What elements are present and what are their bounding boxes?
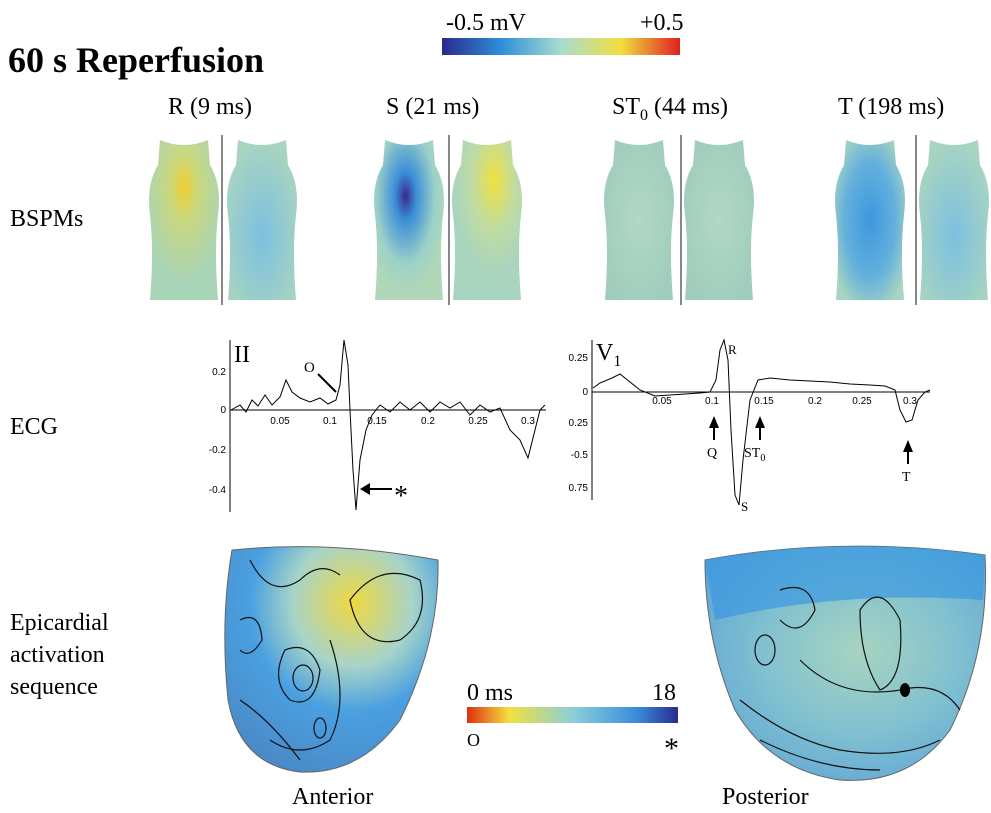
y-tick-label: -0.5 <box>571 450 589 461</box>
x-tick-label: 0.3 <box>521 416 535 427</box>
anterior-heart <box>225 547 438 772</box>
row-label: sequence <box>10 674 98 700</box>
ecg-ii: II O * 0.2 0 -0.2 -0.4 0.05 0.1 0.15 0.2… <box>209 340 546 512</box>
x-tick-label: 0.25 <box>852 396 872 407</box>
y-tick-label: 0 <box>582 387 588 398</box>
y-tick-label: 0 <box>220 405 226 416</box>
y-tick-label: 0.2 <box>212 367 226 378</box>
scale-max: 18 <box>652 680 676 706</box>
x-tick-label: 0.05 <box>270 416 290 427</box>
y-tick-label: 0.25 <box>569 418 589 429</box>
wave-label: S <box>741 499 748 514</box>
activation-colorbar <box>467 707 678 723</box>
bspm-maps <box>149 135 989 305</box>
wave-label: Q <box>707 446 717 461</box>
x-tick-label: 0.15 <box>754 396 774 407</box>
column-header: R (9 ms) <box>168 94 252 120</box>
wave-label: R <box>728 342 737 357</box>
row-label: ECG <box>10 414 58 440</box>
posterior-heart <box>705 546 986 780</box>
x-tick-label: 0.1 <box>705 396 719 407</box>
column-header: ST0 (44 ms) <box>612 94 728 124</box>
marker-label: * <box>394 481 408 512</box>
view-label: Anterior <box>292 784 373 810</box>
title: 60 s Reperfusion <box>8 40 264 80</box>
x-tick-label: 0.05 <box>652 396 672 407</box>
row-label: BSPMs <box>10 206 83 232</box>
potential-colorbar <box>442 38 680 55</box>
lead-label: II <box>234 342 250 368</box>
y-tick-label: 0.25 <box>569 353 589 364</box>
onset-label: O <box>304 360 315 376</box>
figure: 60 s Reperfusion -0.5 mV +0.5 R (9 ms) S… <box>0 0 991 813</box>
x-tick-label: 0.3 <box>903 396 917 407</box>
scale-min: -0.5 mV <box>446 10 527 36</box>
ecg-v1: V1 R S Q ST0 T 0.25 0 0.25 -0.5 0.75 0.0… <box>569 340 930 514</box>
y-tick-label: -0.4 <box>209 485 227 496</box>
scale-marker: * <box>664 732 679 765</box>
x-tick-label: 0.2 <box>421 416 435 427</box>
lead-label: V1 <box>596 340 621 370</box>
scale-min: 0 ms <box>467 680 513 706</box>
x-tick-label: 0.25 <box>468 416 488 427</box>
y-tick-label: 0.75 <box>569 483 589 494</box>
scale-max: +0.5 <box>640 10 684 36</box>
row-label: Epicardial <box>10 610 109 636</box>
wave-label: ST0 <box>744 446 765 464</box>
x-tick-label: 0.15 <box>367 416 387 427</box>
x-tick-label: 0.2 <box>808 396 822 407</box>
column-header: T (198 ms) <box>838 94 944 120</box>
column-header: S (21 ms) <box>386 94 479 120</box>
row-label: activation <box>10 642 105 668</box>
view-label: Posterior <box>722 784 809 810</box>
wave-label: T <box>902 470 911 485</box>
scale-marker: O <box>467 730 480 750</box>
x-tick-label: 0.1 <box>323 416 337 427</box>
y-tick-label: -0.2 <box>209 445 227 456</box>
